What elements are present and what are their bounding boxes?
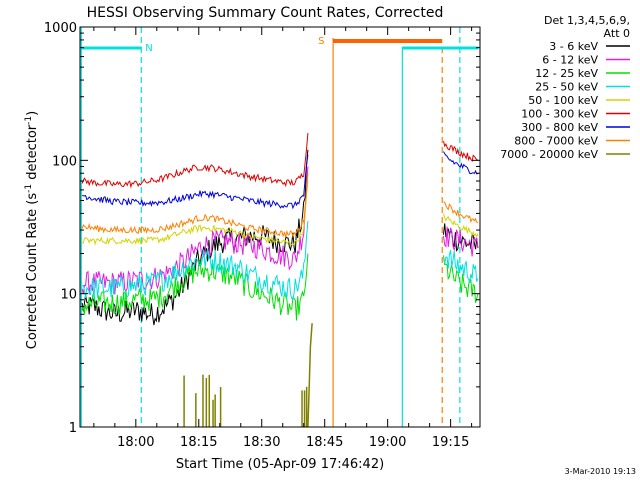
y-tick-label: 1 — [69, 421, 77, 436]
x-tick-label: 18:00 — [117, 435, 154, 450]
series-line — [443, 151, 479, 175]
y-tick-label: 100 — [52, 154, 77, 169]
footer-timestamp: 3-Mar-2010 19:13 — [565, 467, 636, 476]
series-line — [81, 221, 309, 301]
legend-label: 300 - 800 keV — [521, 121, 598, 134]
series-7000-20000-kev — [183, 323, 313, 428]
series-line — [443, 226, 479, 257]
series-line — [81, 149, 309, 326]
series-line — [81, 166, 309, 295]
y-tick-label: 10 — [60, 288, 77, 303]
chart-title: HESSI Observing Summary Count Rates, Cor… — [87, 5, 444, 21]
series-line — [443, 255, 479, 304]
axes: 1 10 100 1000 18:00 18:15 18:30 18:45 19:00 19:15 — [44, 21, 481, 450]
series-line — [82, 154, 309, 210]
saa-label: S — [318, 36, 324, 47]
series-25-50-kev — [81, 221, 479, 301]
legend-entry: 800 - 7000 keV — [514, 135, 630, 148]
legend-label: 6 - 12 keV — [542, 54, 598, 67]
legend-label: 7000 - 20000 keV — [500, 148, 598, 161]
x-tick-label: 18:45 — [306, 435, 343, 450]
series-6-12-kev — [81, 166, 479, 295]
legend-entry: 6 - 12 keV — [542, 54, 630, 67]
night-label: N — [145, 43, 152, 54]
series-line — [81, 133, 309, 189]
series-line — [443, 140, 479, 163]
x-tick-label: 18:15 — [180, 435, 217, 450]
legend-label: 50 - 100 keV — [528, 94, 598, 107]
series-line — [443, 201, 479, 224]
series-rise — [307, 323, 313, 428]
legend-entry: 25 - 50 keV — [535, 81, 630, 94]
y-tick-label: 1000 — [44, 21, 77, 36]
legend-header-attenuator: Att 0 — [604, 27, 630, 40]
x-tick-label: 19:00 — [369, 435, 406, 450]
series-line — [443, 249, 479, 284]
legend-label: 3 - 6 keV — [549, 40, 598, 53]
legend-entry: 50 - 100 keV — [528, 94, 630, 107]
legend-entry: 300 - 800 keV — [521, 121, 630, 134]
legend-header-detectors: Det 1,3,4,5,6,9, — [544, 14, 630, 27]
x-tick-label: 19:15 — [432, 435, 469, 450]
legend-label: 12 - 25 keV — [535, 67, 598, 80]
legend-label: 800 - 7000 keV — [514, 135, 598, 148]
plot-frame — [79, 26, 481, 428]
plot-area: NS — [80, 27, 479, 428]
series-300-800-kev — [82, 151, 479, 210]
series-800-7000-kev — [81, 173, 479, 239]
x-axis-label: Start Time (05-Apr-09 17:46:42) — [176, 457, 384, 472]
legend-label: 100 - 300 keV — [521, 108, 598, 121]
series-50-100-kev — [81, 180, 479, 247]
x-tick-label: 18:30 — [243, 435, 280, 450]
y-axis-label: Corrected Count Rate (s-1 detector-1) — [24, 111, 40, 349]
series-line — [81, 173, 309, 239]
series-line — [443, 213, 479, 238]
legend-entry: 100 - 300 keV — [521, 108, 630, 121]
legend-entry: 12 - 25 keV — [535, 67, 630, 80]
legend-entry: 7000 - 20000 keV — [500, 148, 630, 161]
series-line — [81, 180, 309, 247]
legend-entry: 3 - 6 keV — [549, 40, 630, 53]
legend-label: 25 - 50 keV — [535, 81, 598, 94]
